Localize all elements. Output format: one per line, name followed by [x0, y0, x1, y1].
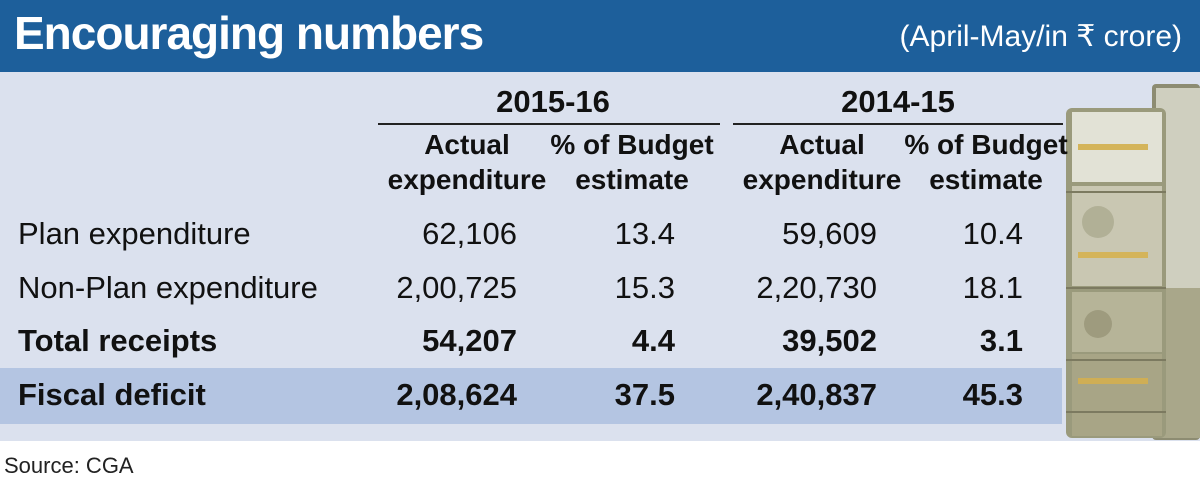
table-cell: 39,502 — [782, 323, 877, 358]
period-header-2: 2014-15 — [841, 84, 955, 119]
table-cell: 2,00,725 — [396, 270, 517, 305]
table-cell: 18.1 — [962, 270, 1023, 305]
period-header-1: 2015-16 — [496, 84, 610, 119]
period-underline-2 — [733, 123, 1063, 125]
table-cell: 13.4 — [614, 216, 675, 251]
column-header: Actual expenditure — [742, 129, 902, 195]
source-note: Source: CGA — [4, 453, 134, 478]
highlight-row-background — [0, 368, 1062, 424]
row-label: Total receipts — [18, 323, 218, 358]
table-cell: 54,207 — [422, 323, 517, 358]
table-cell: 10.4 — [962, 216, 1023, 251]
row-label: Non-Plan expenditure — [18, 270, 318, 305]
row-label: Fiscal deficit — [18, 377, 206, 412]
header-bar: Encouraging numbers (April-May/in ₹ cror… — [0, 0, 1200, 72]
table-cell: 15.3 — [614, 270, 675, 305]
row-label: Plan expenditure — [18, 216, 251, 251]
table-cell: 2,20,730 — [756, 270, 877, 305]
currency-stack-edges — [1066, 191, 1166, 413]
table-cell: 37.5 — [614, 377, 675, 412]
table-cell: 2,08,624 — [396, 377, 517, 412]
table-cell: 59,609 — [782, 216, 877, 251]
chart-title: Encouraging numbers — [14, 7, 484, 59]
table-cell: 3.1 — [979, 323, 1023, 358]
period-underline-1 — [378, 123, 720, 125]
table-cell: 2,40,837 — [756, 377, 877, 412]
currency-stack-front — [1066, 108, 1166, 438]
currency-bundle-image — [1066, 84, 1200, 440]
column-header: % of Budget estimate — [904, 129, 1068, 195]
table-cell: 45.3 — [962, 377, 1023, 412]
table-cell: 4.4 — [631, 323, 675, 358]
table-cell: 62,106 — [422, 216, 517, 251]
chart-subtitle: (April-May/in ₹ crore) — [899, 20, 1182, 53]
column-header: % of Budget estimate — [550, 129, 714, 195]
column-header: Actual expenditure — [387, 129, 547, 195]
